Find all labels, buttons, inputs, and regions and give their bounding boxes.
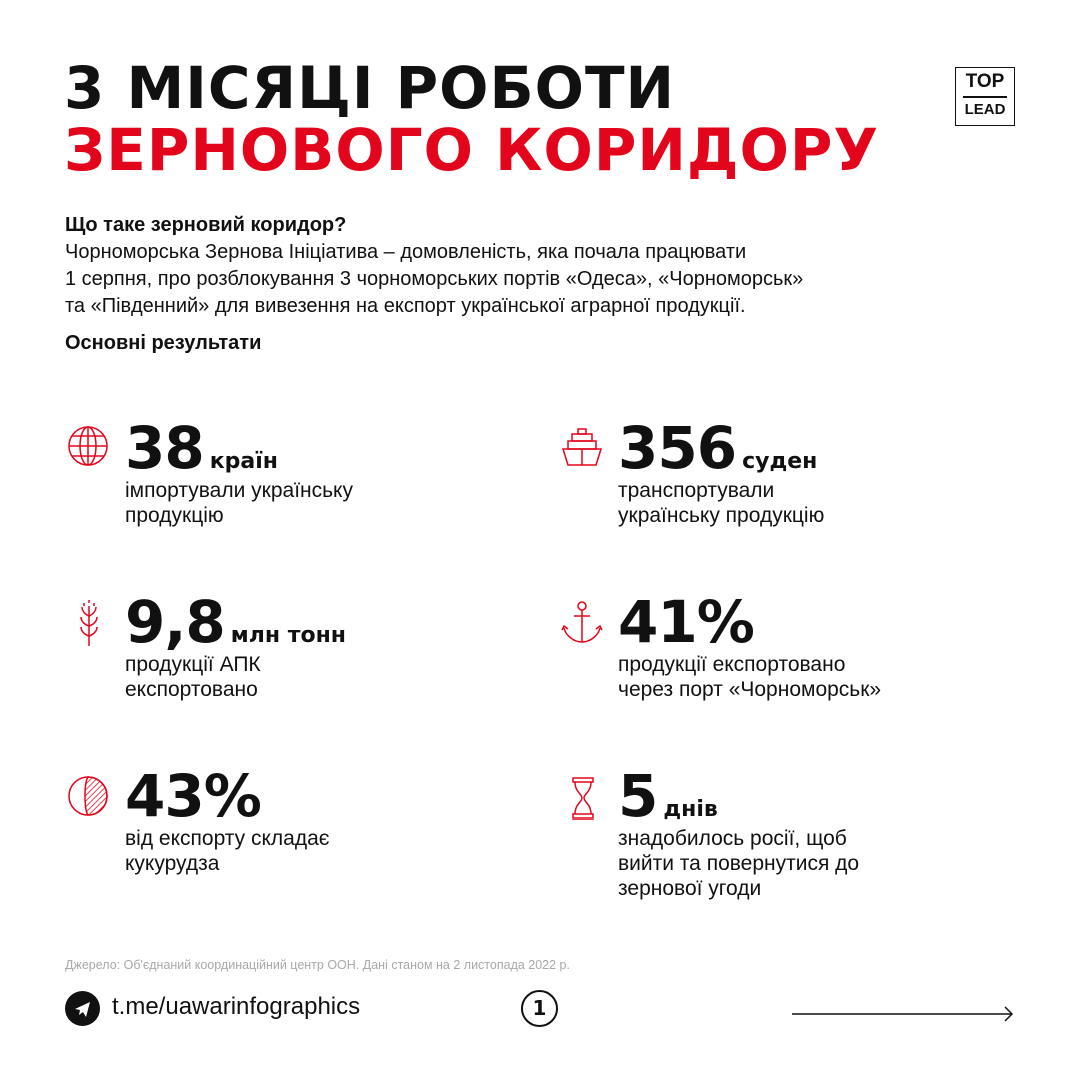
stat-unit: днів bbox=[663, 797, 718, 822]
pie-chart-icon bbox=[68, 776, 108, 816]
stat-value: 9,8 bbox=[125, 588, 226, 656]
stat-desc: через порт «Чорноморськ» bbox=[618, 678, 882, 701]
stat-value: 38 bbox=[125, 414, 205, 482]
stat-desc: транспортували bbox=[618, 479, 775, 502]
intro-line: та «Південний» для вивезення на експорт … bbox=[65, 295, 746, 317]
stat-unit: млн тонн bbox=[230, 623, 346, 648]
stat-desc: українську продукцію bbox=[618, 504, 825, 527]
stat-desc: зернової угоди bbox=[618, 877, 762, 900]
stat-desc: від експорту складає bbox=[125, 827, 330, 850]
stat-desc: вийти та повернутися до bbox=[618, 852, 860, 875]
intro-question: Що таке зерновий коридор? bbox=[65, 214, 347, 236]
stat-desc: продукцію bbox=[125, 504, 224, 527]
telegram-link[interactable]: t.me/uawarinfographics bbox=[112, 993, 361, 1020]
stat-desc: експортовано bbox=[125, 678, 258, 701]
stat-value: 5 bbox=[618, 762, 658, 830]
stat-desc: продукції АПК bbox=[125, 653, 261, 676]
stat-value: 41% bbox=[618, 588, 755, 656]
stat-unit: суден bbox=[742, 449, 818, 474]
stat-unit: країн bbox=[209, 449, 278, 474]
wheat-icon bbox=[80, 600, 98, 646]
globe-icon bbox=[68, 426, 108, 466]
next-arrow-icon[interactable] bbox=[792, 1004, 1014, 1024]
stat-value: 43% bbox=[125, 762, 262, 830]
title-line-1: 3 МІСЯЦІ РОБОТИ bbox=[64, 54, 676, 122]
stat-desc: кукурудза bbox=[125, 852, 220, 875]
logo-top: TOP bbox=[965, 71, 1005, 92]
source-note: Джерело: Об'єднаний координаційний центр… bbox=[65, 958, 570, 972]
stat-desc: знадобилось росії, щоб bbox=[618, 827, 847, 850]
stat-value: 356 bbox=[618, 414, 737, 482]
anchor-icon bbox=[561, 601, 603, 643]
hourglass-icon bbox=[572, 777, 594, 820]
intro-line: 1 серпня, про розблокування 3 чорноморсь… bbox=[65, 268, 804, 290]
results-heading: Основні результати bbox=[65, 332, 262, 354]
page-number: 1 bbox=[521, 990, 558, 1027]
logo-bottom: LEAD bbox=[964, 100, 1006, 118]
title-line-2: ЗЕРНОВОГО КОРИДОРУ bbox=[64, 116, 880, 184]
top-lead-logo: TOP LEAD bbox=[955, 67, 1015, 126]
ship-icon bbox=[561, 428, 603, 466]
intro: Що таке зерновий коридор? Чорноморська З… bbox=[65, 212, 803, 320]
telegram-icon bbox=[65, 991, 100, 1026]
stat-desc: продукції експортовано bbox=[618, 653, 846, 676]
intro-line: Чорноморська Зернова Ініціатива – домовл… bbox=[65, 241, 747, 263]
stat-desc: імпортували українську bbox=[125, 479, 353, 502]
